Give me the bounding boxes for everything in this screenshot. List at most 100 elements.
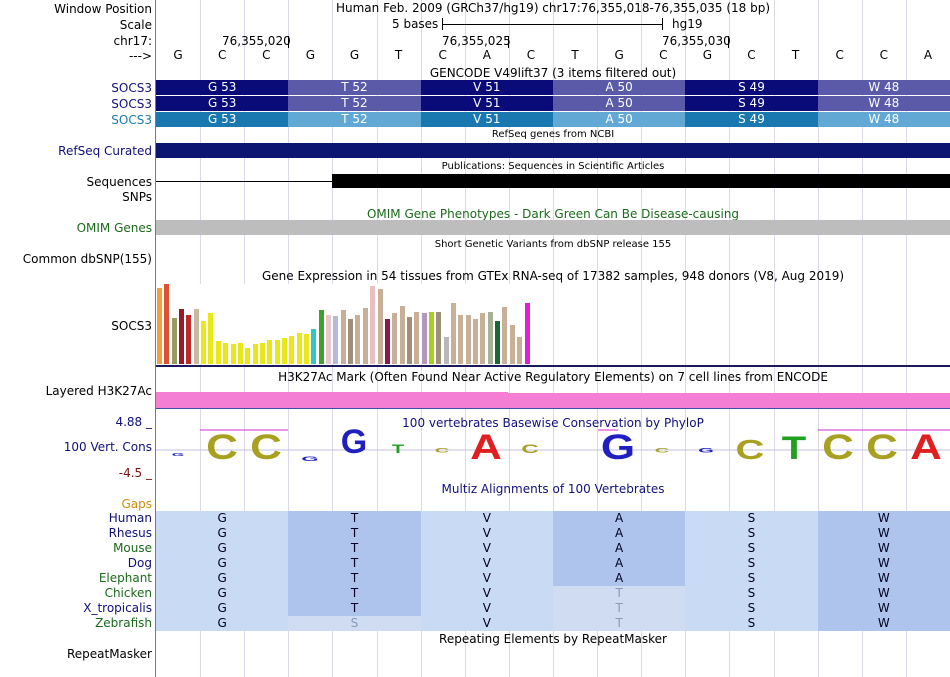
window-position-value[interactable]: Human Feb. 2009 (GRCh37/hg19) chr17:76,3… [335,1,770,15]
gtex-bar[interactable] [171,318,177,364]
gtex-bar[interactable] [384,319,390,364]
snps-label[interactable]: SNPs [122,190,152,204]
gtex-bar[interactable] [333,316,339,364]
publications-title[interactable]: Publications: Sequences in Scientific Ar… [441,161,665,172]
species-label[interactable]: Chicken [104,586,152,600]
gtex-bar[interactable] [421,313,427,364]
gtex-bar[interactable] [201,321,207,364]
omim-title[interactable]: OMIM Gene Phenotypes - Dark Green Can Be… [366,207,740,221]
species-label[interactable]: Dog [127,556,152,570]
gtex-bar[interactable] [517,337,523,364]
gtex-bar[interactable] [355,315,361,364]
gtex-label[interactable]: SOCS3 [111,319,152,333]
gtex-bar[interactable] [428,312,434,364]
gtex-bar[interactable] [157,288,162,364]
gtex-bar[interactable] [318,310,324,364]
gtex-bar[interactable] [509,325,515,364]
gencode-track-label[interactable]: SOCS3 [111,113,152,127]
h3k27ac-label[interactable]: Layered H3K27Ac [45,384,152,398]
gencode-track-label[interactable]: SOCS3 [111,97,152,111]
dbsnp-title[interactable]: Short Genetic Variants from dbSNP releas… [434,239,672,250]
gtex-bar[interactable] [524,303,530,364]
species-label[interactable]: Elephant [98,571,152,585]
refseq-label[interactable]: RefSeq Curated [58,144,152,158]
gtex-bar[interactable] [267,340,273,364]
gtex-bar[interactable] [495,321,501,364]
refseq-title[interactable]: RefSeq genes from NCBI [491,129,615,140]
gencode-exon-row[interactable]: G 53 T 52 V 51 A 50 S 49 W 48 [156,112,950,127]
gtex-bar[interactable] [179,309,185,364]
phylop-title[interactable]: 100 vertebrates Basewise Conservation by… [402,416,704,430]
phylop-logo[interactable]: G C C G G T C A C G C G C T C C A [156,424,950,474]
gtex-bar[interactable] [326,315,332,364]
gtex-bar[interactable] [245,348,251,364]
gencode-title[interactable]: GENCODE V49lift37 (3 items filtered out) [429,66,677,80]
h3k27ac-signal[interactable] [508,393,950,408]
species-label[interactable]: Zebrafish [95,616,152,630]
omim-bar[interactable] [156,220,950,235]
gtex-bar[interactable] [487,312,493,364]
gtex-bar[interactable] [186,315,192,364]
gtex-bar[interactable] [259,343,265,364]
gtex-bar[interactable] [406,317,412,364]
gtex-title[interactable]: Gene Expression in 54 tissues from GTEx … [261,269,845,283]
species-label[interactable]: Human [108,511,152,525]
h3k27ac-title[interactable]: H3K27Ac Mark (Often Found Near Active Re… [278,370,828,384]
gtex-bar[interactable] [348,319,354,364]
repeatmasker-title[interactable]: Repeating Elements by RepeatMasker [439,632,667,646]
gtex-bar[interactable] [304,334,309,364]
gtex-bar[interactable] [237,343,243,364]
gtex-bar[interactable] [208,313,214,364]
dbsnp-label[interactable]: Common dbSNP(155) [22,252,152,266]
gencode-exon-row[interactable]: G 53 T 52 V 51 A 50 S 49 W 48 [156,96,950,111]
gtex-bar[interactable] [443,337,449,364]
gtex-bar[interactable] [399,306,405,364]
gtex-bar[interactable] [473,319,479,364]
gtex-bar[interactable] [164,284,170,364]
gtex-bar[interactable] [480,313,486,364]
gencode-exon-row[interactable]: G 53 T 52 V 51 A 50 S 49 W 48 [156,80,950,95]
gtex-bar[interactable] [392,313,398,364]
phylop-label[interactable]: 100 Vert. Cons [63,440,152,454]
gtex-bar[interactable] [370,286,376,364]
gtex-bar[interactable] [223,343,229,364]
gtex-bar[interactable] [274,340,280,364]
omim-label[interactable]: OMIM Genes [76,221,152,235]
gaps-label[interactable]: Gaps [121,497,152,511]
gtex-bar[interactable] [296,333,302,364]
multiz-title[interactable]: Multiz Alignments of 100 Vertebrates [441,482,665,496]
gtex-bar[interactable] [252,344,258,364]
gtex-bar[interactable] [377,289,383,364]
gtex-bar[interactable] [340,310,346,364]
gtex-bar[interactable] [311,329,317,364]
gencode-track-label[interactable]: SOCS3 [111,81,152,95]
gtex-bar[interactable] [436,312,442,364]
gtex-bar[interactable] [215,341,221,364]
gtex-bar[interactable] [362,308,368,364]
gtex-bar[interactable] [502,307,508,364]
gtex-bar[interactable] [289,336,295,364]
gtex-bar[interactable] [230,344,236,364]
gtex-bar[interactable] [458,315,464,364]
species-label[interactable]: Rhesus [108,526,152,540]
repeatmasker-label[interactable]: RepeatMasker [66,647,152,661]
species-label[interactable]: Mouse [113,541,152,555]
gtex-bar[interactable] [465,315,471,364]
publications-bar[interactable] [332,174,950,188]
gtex-bar[interactable] [451,303,456,364]
gtex-bar[interactable] [414,312,420,364]
refseq-gene-bar[interactable] [156,143,950,158]
species-label[interactable]: X_tropicalis [83,601,152,615]
publications-label[interactable]: Sequences [86,175,152,189]
h3k27ac-signal[interactable] [156,392,508,408]
gtex-bar[interactable] [193,309,199,364]
gtex-bar[interactable] [281,338,287,364]
